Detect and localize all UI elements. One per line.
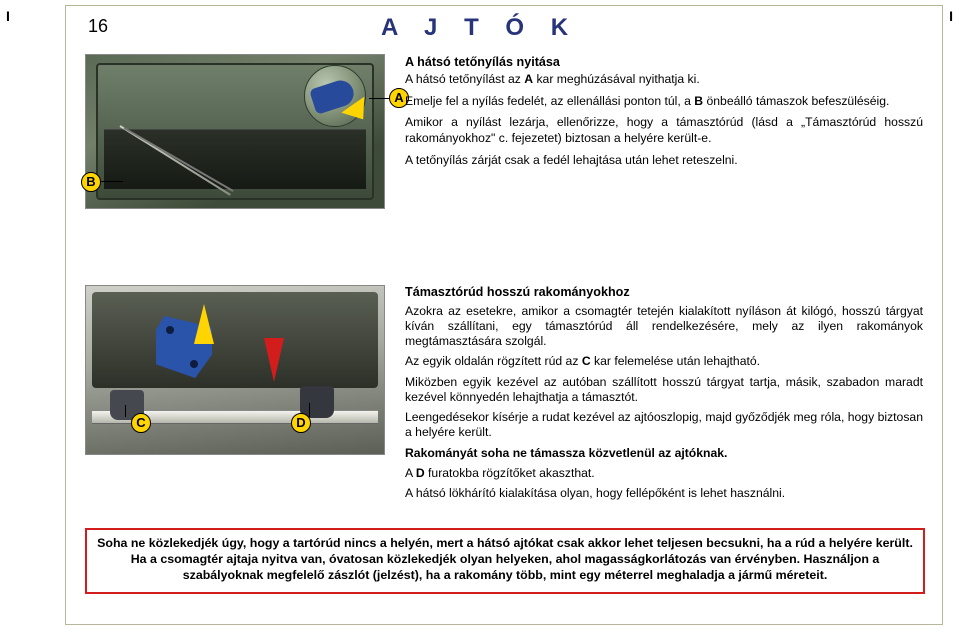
section1-p3: Amikor a nyílást lezárja, ellenőrizze, h…: [405, 115, 923, 146]
section2-p3: Miközben egyik kezével az autóban szállí…: [405, 375, 923, 406]
section1-p4: A tetőnyílás zárját csak a fedél lehajtá…: [405, 153, 923, 169]
warning-line1: Soha ne közlekedjék úgy, hogy a tartórúd…: [97, 536, 913, 552]
section2-heading: Támasztórúd hosszú rakományokhoz: [405, 285, 923, 301]
section2-p4: Leengedésekor kísérje a rudat kezével az…: [405, 410, 923, 441]
section1-p2: Emelje fel a nyílás fedelét, az ellenáll…: [405, 94, 923, 110]
callout-b: B: [81, 172, 101, 192]
section2-p2: Az egyik oldalán rögzített rúd az C kar …: [405, 354, 923, 369]
section1-text: A hátsó tetőnyílás nyitása A hátsó tetőn…: [405, 54, 923, 174]
section2-p1: Azokra az esetekre, amikor a csomagtér t…: [405, 304, 923, 350]
section1-p1: A hátsó tetőnyílást az A kar meghúzásáva…: [405, 72, 923, 88]
callout-d: D: [291, 413, 311, 433]
figure-support-bar: [85, 285, 385, 455]
arrow-up-icon: [194, 304, 214, 344]
section2-text: Támasztórúd hosszú rakományokhoz Azokra …: [405, 285, 923, 506]
callout-c: C: [131, 413, 151, 433]
upper-section: A B A hátsó tetőnyílás nyitása A hátsó t…: [85, 54, 925, 229]
lower-section: C D Támasztórúd hosszú rakományokhoz Azo…: [85, 285, 925, 500]
warning-line2: Ha a csomagtér ajtaja nyitva van, óvatos…: [97, 552, 913, 584]
section2-p5: Rakományát soha ne támassza közvetlenül …: [405, 446, 923, 461]
section2-p6: A D furatokba rögzítőket akaszthat.: [405, 466, 923, 481]
arrow-down-icon: [264, 338, 284, 382]
page-title: A J T Ó K: [0, 14, 959, 42]
section1-heading: A hátsó tetőnyílás nyitása: [405, 54, 923, 70]
figure-rear-roof-opening: [85, 54, 385, 209]
warning-box: Soha ne közlekedjék úgy, hogy a tartórúd…: [85, 528, 925, 594]
section2-p7: A hátsó lökhárító kialakítása olyan, hog…: [405, 486, 923, 501]
